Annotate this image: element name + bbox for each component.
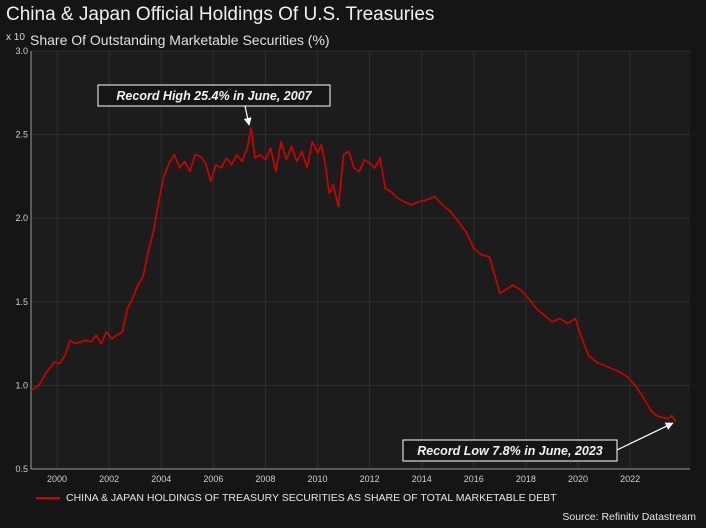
axes [30, 51, 690, 470]
x-tick-label: 2022 [620, 474, 640, 484]
annotation-label: Record Low 7.8% in June, 2023 [417, 444, 603, 458]
x-tick-label: 2016 [464, 474, 484, 484]
y-tick-label: 2.5 [15, 130, 28, 140]
y-tick-label: 2.0 [15, 213, 28, 223]
legend-label: CHINA & JAPAN HOLDINGS OF TREASURY SECUR… [66, 492, 557, 504]
x-tick-label: 2012 [360, 474, 380, 484]
record-high-annotation: Record High 25.4% in June, 2007 [97, 84, 331, 126]
annotation-arrow [243, 105, 252, 126]
y-tick-label: 0.5 [15, 464, 28, 474]
chart-title: China & Japan Official Holdings Of U.S. … [6, 4, 435, 25]
plot-area [31, 51, 690, 469]
x-tick-label: 2014 [412, 474, 432, 484]
x-tick-label: 2008 [255, 474, 275, 484]
annotation-box [402, 439, 618, 462]
x-tick-label: 2010 [308, 474, 328, 484]
record-low-annotation: Record Low 7.8% in June, 2023 [402, 422, 674, 462]
x-tick-label: 2006 [203, 474, 223, 484]
annotation-arrow [616, 422, 674, 451]
y-tick-label: 1.0 [15, 380, 28, 390]
x-tick-label: 2020 [568, 474, 588, 484]
annotation-box [97, 84, 331, 107]
y-tick-label: 3.0 [15, 46, 28, 56]
axis-multiplier: x 10 [6, 32, 25, 43]
x-tick-label: 2002 [99, 474, 119, 484]
y-tick-label: 1.5 [15, 297, 28, 307]
tick-labels: 0.5 1.0 1.5 2.0 2.5 3.0 2000 2002 2004 2006 2008 20… [15, 46, 640, 484]
x-tick-label: 2000 [47, 474, 67, 484]
legend: CHINA & JAPAN HOLDINGS OF TREASURY SECUR… [36, 492, 557, 504]
annotation-label: Record High 25.4% in June, 2007 [116, 89, 312, 103]
series-line [30, 127, 677, 423]
annotations: Record High 25.4% in June, 2007 Record Lo… [97, 84, 674, 462]
x-tick-label: 2004 [151, 474, 171, 484]
chart-subtitle: Share Of Outstanding Marketable Securiti… [30, 32, 330, 48]
source-note: Source: Refinitiv Datastream [562, 511, 696, 523]
legend-swatch [36, 497, 60, 499]
x-tick-label: 2018 [516, 474, 536, 484]
